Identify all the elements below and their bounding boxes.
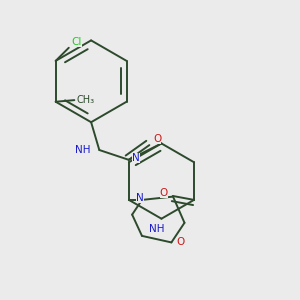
Text: O: O: [176, 237, 185, 248]
Text: N: N: [136, 193, 144, 203]
Text: O: O: [160, 188, 168, 198]
Text: Cl: Cl: [72, 37, 82, 47]
Text: N: N: [132, 153, 140, 163]
Text: O: O: [153, 134, 161, 144]
Text: NH: NH: [75, 145, 90, 155]
Text: NH: NH: [149, 224, 164, 234]
Text: CH₃: CH₃: [76, 95, 94, 105]
